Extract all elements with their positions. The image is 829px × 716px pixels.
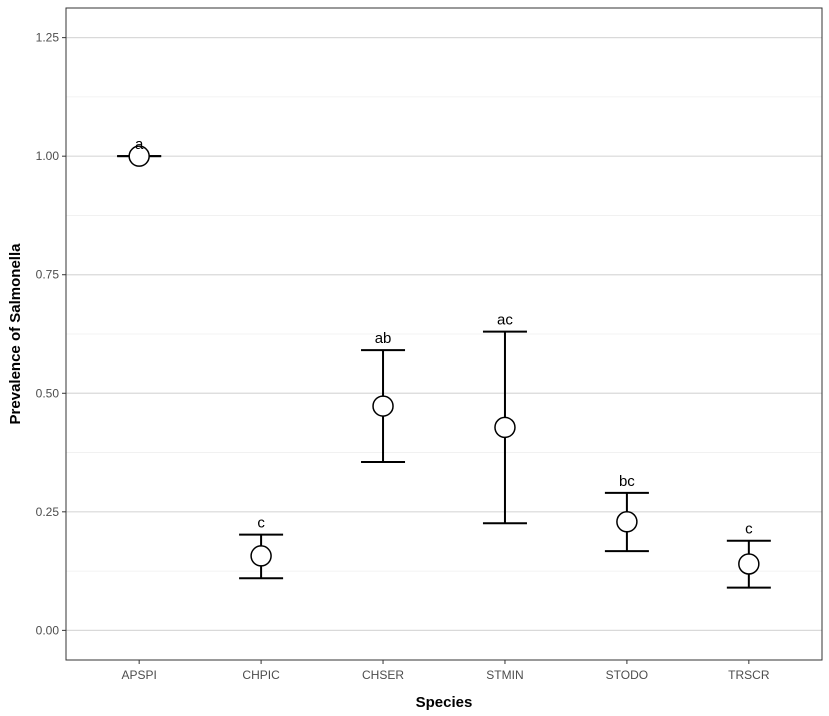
x-tick-label: CHPIC [242, 668, 280, 682]
y-axis: 0.00 0.25 0.50 0.75 1.00 1.25 [36, 31, 66, 637]
sig-label-APSPI: a [135, 136, 144, 153]
sig-label-CHSER: ab [375, 330, 392, 347]
y-tick-label: 0.00 [36, 623, 60, 637]
sig-label-TRSCR: c [745, 521, 753, 538]
x-tick-label: CHSER [362, 668, 404, 682]
point-CHPIC [250, 545, 272, 567]
point-STODO [616, 511, 638, 533]
y-tick-label: 0.75 [36, 268, 60, 282]
x-axis: APSPI CHPIC CHSER STMIN STODO TRSCR [121, 660, 770, 682]
point-APSPI [128, 145, 150, 167]
y-tick-label: 1.25 [36, 31, 60, 45]
y-tick-label: 0.50 [36, 386, 60, 400]
point-CHSER [372, 395, 394, 417]
point-TRSCR [738, 553, 760, 575]
grid-minor [66, 96, 822, 572]
x-axis-title: Species [416, 694, 473, 711]
x-tick-label: APSPI [121, 668, 156, 682]
sig-label-STMIN: ac [497, 312, 513, 329]
sig-label-CHPIC: c [257, 515, 265, 532]
panel-border [65, 7, 823, 661]
sig-label-STODO: bc [619, 473, 635, 490]
y-axis-title: Prevalence of Salmonella [7, 243, 24, 425]
error-bars [117, 155, 771, 589]
y-tick-label: 1.00 [36, 149, 60, 163]
point-STMIN [494, 416, 516, 439]
x-tick-label: STODO [606, 668, 648, 682]
x-tick-label: TRSCR [728, 668, 770, 682]
y-tick-label: 0.25 [36, 505, 60, 519]
x-tick-label: STMIN [486, 668, 523, 682]
data-points [128, 145, 760, 575]
grid-major [66, 37, 822, 631]
